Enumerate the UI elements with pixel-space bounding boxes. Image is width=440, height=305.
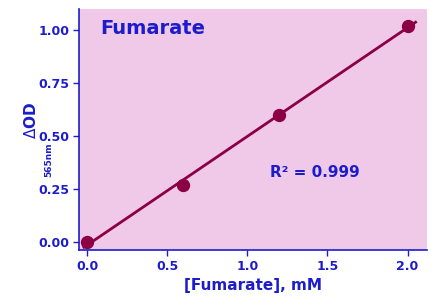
Point — [404, 23, 411, 28]
Text: Fumarate: Fumarate — [100, 19, 205, 38]
Text: R² = 0.999: R² = 0.999 — [270, 166, 360, 181]
Point — [84, 239, 91, 244]
X-axis label: [Fumarate], mM: [Fumarate], mM — [184, 278, 322, 293]
Point — [276, 112, 283, 117]
Text: $\Delta$OD: $\Delta$OD — [23, 102, 39, 139]
Text: 565nm: 565nm — [44, 143, 53, 178]
Point — [180, 182, 187, 187]
